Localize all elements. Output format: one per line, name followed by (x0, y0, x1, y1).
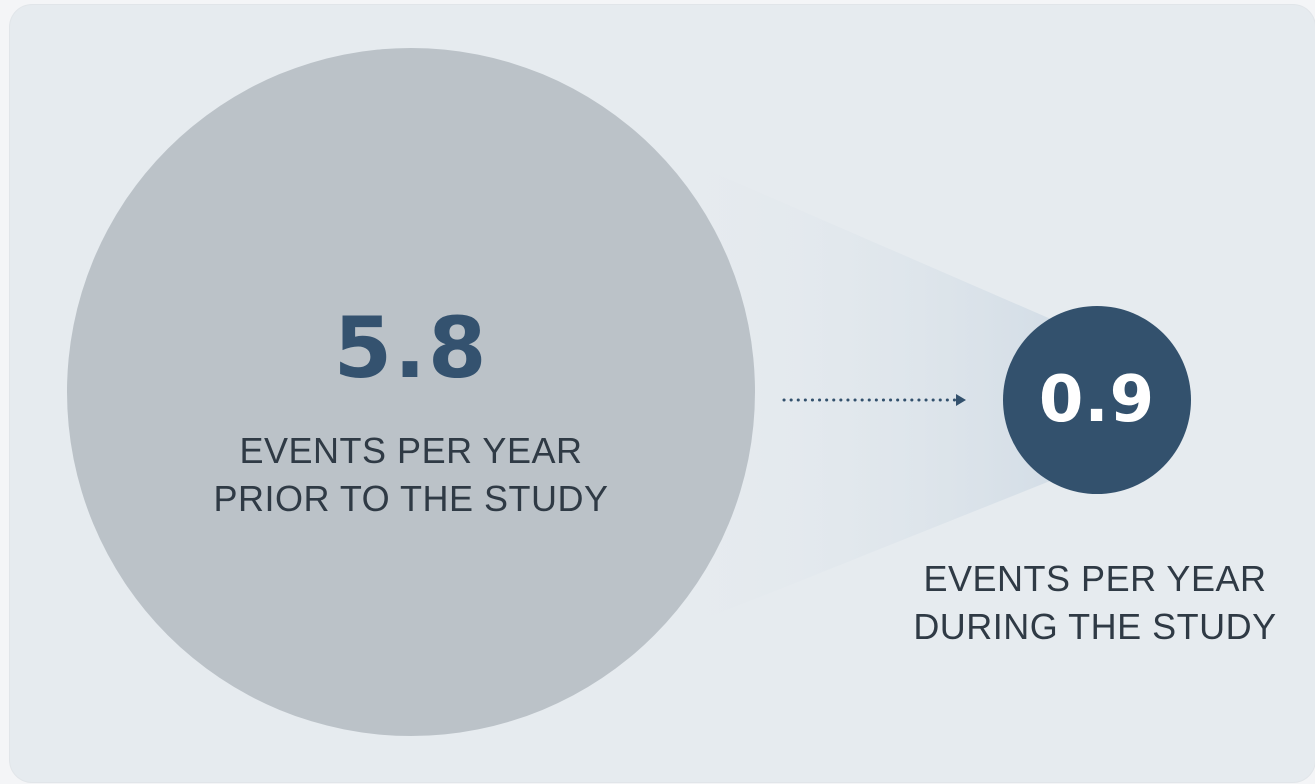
before-label-line2: PRIOR TO THE STUDY (213, 478, 609, 519)
after-value: 0.9 (1038, 363, 1156, 437)
connecting-beam (650, 145, 1060, 641)
after-label-line2: DURING THE STUDY (913, 606, 1277, 647)
comparison-card: 5.8 EVENTS PER YEAR PRIOR TO THE STUDY 0… (10, 5, 1315, 782)
before-label: EVENTS PER YEAR PRIOR TO THE STUDY (67, 427, 755, 523)
after-label-line1: EVENTS PER YEAR (923, 558, 1267, 599)
before-value: 5.8 (333, 299, 489, 397)
before-circle: 5.8 EVENTS PER YEAR PRIOR TO THE STUDY (67, 48, 755, 736)
dotted-arrow-right-icon (782, 394, 966, 406)
after-circle: 0.9 (1003, 306, 1191, 494)
before-label-line1: EVENTS PER YEAR (239, 430, 583, 471)
after-label: EVENTS PER YEAR DURING THE STUDY (890, 555, 1300, 651)
